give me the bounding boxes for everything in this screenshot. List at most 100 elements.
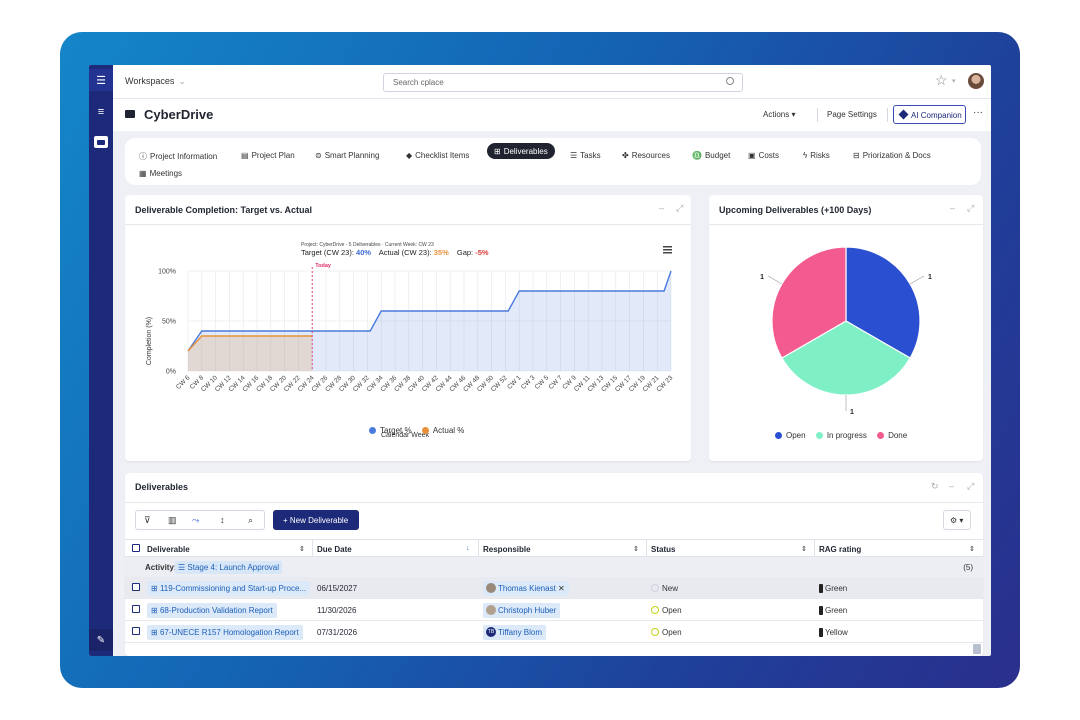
search-placeholder: Search cplace	[393, 78, 444, 87]
deliverable-link[interactable]: ⊞ 68-Production Validation Report	[147, 603, 277, 618]
rag-rating: Green	[819, 584, 847, 593]
sort-ascending-icon[interactable]: ↓	[466, 545, 470, 552]
hamburger-menu-icon[interactable]: ☰	[89, 69, 113, 91]
chart-subtitle: Project: CyberDrive · 5 Deliverables · C…	[301, 242, 434, 248]
user-avatar[interactable]	[968, 73, 984, 89]
workspaces-dropdown[interactable]: Workspaces ⌄	[125, 76, 186, 87]
minimize-icon[interactable]: –	[659, 203, 665, 213]
sort-icon[interactable]: ⇕	[299, 546, 305, 553]
folder-icon[interactable]	[89, 131, 113, 153]
tab-deliverables[interactable]: ⊞ Deliverables	[487, 143, 555, 159]
settings-gear-icon[interactable]: ⚙ ▾	[943, 510, 971, 530]
navigation-icon[interactable]: ≡	[97, 106, 105, 118]
group-row[interactable]: Activity: ☰ Stage 4: Launch Approval (5)	[125, 557, 983, 577]
search-icon[interactable]: ⌕	[248, 515, 254, 525]
tab-budget[interactable]: ♎ Budget	[692, 147, 730, 163]
expand-icon[interactable]: ⤢	[967, 203, 975, 213]
table-row[interactable]: ⊞ 119-Commissioning and Start-up Proce..…	[125, 577, 983, 599]
minimize-icon[interactable]: –	[949, 481, 955, 491]
tab-smart-planning[interactable]: ⊜ Smart Planning	[315, 147, 379, 163]
table-row[interactable]: ⊞ 67-UNECE R157 Homologation Report 07/3…	[125, 621, 983, 643]
more-icon[interactable]: ···	[973, 107, 983, 118]
columns-icon[interactable]: ▥	[168, 515, 177, 525]
divider	[709, 224, 983, 225]
avatar	[486, 583, 496, 593]
actual-area	[188, 336, 313, 371]
row-checkbox[interactable]	[132, 605, 140, 613]
filter-icon[interactable]: ⊽	[144, 515, 151, 525]
chevron-down-icon[interactable]: ▾	[952, 78, 956, 85]
sort-icon[interactable]: ⇕	[969, 546, 975, 553]
tab-meetings[interactable]: ▦ Meetings	[139, 165, 182, 181]
favorite-star-icon[interactable]: ☆	[935, 72, 948, 88]
scrollbar[interactable]	[973, 644, 981, 654]
minimize-icon[interactable]: –	[950, 203, 956, 213]
expand-icon[interactable]: ⤢	[967, 481, 975, 491]
tab-tasks[interactable]: ☰ Tasks	[570, 147, 601, 163]
col-rag-rating[interactable]: RAG rating	[819, 545, 862, 554]
responsible-chip[interactable]: Thomas Kienast ✕	[483, 581, 569, 596]
top-bar: Workspaces ⌄ Search cplace ☆ ▾	[113, 65, 991, 99]
ai-sparkle-icon	[898, 109, 909, 120]
rag-rating: Yellow	[819, 628, 848, 637]
responsible-chip[interactable]: TB Tiffany Blom	[483, 625, 547, 640]
sort-icon[interactable]: ⇕	[633, 546, 639, 553]
sort-icon[interactable]: ⇕	[801, 546, 807, 553]
tab-checklist-items[interactable]: ◆ Checklist Items	[406, 147, 469, 163]
y-tick-label: 0%	[166, 369, 176, 376]
status-label: Open	[662, 606, 682, 615]
wrench-icon[interactable]: ✎	[89, 629, 113, 651]
chart-menu-icon[interactable]	[663, 246, 672, 254]
risks-icon: ϟ	[803, 151, 808, 160]
target-line	[187, 270, 672, 352]
x-tick-label: CW 1	[506, 374, 523, 391]
col-status[interactable]: Status	[651, 545, 676, 554]
new-deliverable-button[interactable]: + New Deliverable	[273, 510, 359, 530]
refresh-icon[interactable]: ↻	[931, 481, 939, 491]
tab-project-plan[interactable]: ▤ Project Plan	[241, 147, 295, 163]
deliverable-name: 119-Commissioning and Start-up Proce...	[159, 584, 307, 593]
caret-down-icon: ▾	[791, 110, 796, 119]
tab-resources[interactable]: ✤ Resources	[622, 147, 670, 163]
sort-icon[interactable]: ↕	[220, 515, 225, 525]
hierarchy-icon[interactable]: ⤳	[192, 515, 200, 525]
page-settings-button[interactable]: Page Settings	[827, 110, 877, 119]
deliverable-link[interactable]: ⊞ 119-Commissioning and Start-up Proce..…	[147, 581, 311, 596]
tab-label: Risks	[810, 151, 830, 160]
group-activity-link[interactable]: ☰ Stage 4: Launch Approval	[175, 561, 283, 574]
legend-in-progress[interactable]: In progress	[826, 431, 867, 440]
row-checkbox[interactable]	[132, 583, 140, 591]
legend-actual[interactable]: Actual %	[432, 426, 465, 435]
remove-icon[interactable]: ✕	[558, 584, 565, 593]
column-divider	[814, 540, 815, 556]
rag-rating: Green	[819, 606, 847, 615]
legend-actual-swatch	[421, 427, 429, 434]
deliverable-link[interactable]: ⊞ 67-UNECE R157 Homologation Report	[147, 625, 303, 640]
tab-risks[interactable]: ϟ Risks	[803, 147, 830, 163]
responsible-chip[interactable]: Christoph Huber	[483, 603, 561, 618]
ai-companion-button[interactable]: AI Companion	[893, 105, 966, 124]
select-all-checkbox[interactable]	[132, 544, 140, 552]
page-title: CyberDrive	[144, 107, 214, 122]
deliverable-name: 67-UNECE R157 Homologation Report	[159, 628, 299, 637]
tab-costs[interactable]: ▣ Costs	[748, 147, 779, 163]
actions-menu[interactable]: Actions ▾	[763, 110, 795, 119]
legend-done[interactable]: Done	[888, 431, 908, 440]
expand-icon[interactable]: ⤢	[676, 203, 684, 213]
actions-label: Actions	[763, 110, 790, 119]
search-icon[interactable]	[726, 77, 734, 85]
divider	[125, 502, 983, 503]
col-due-date[interactable]: Due Date	[317, 545, 352, 554]
legend-open[interactable]: Open	[786, 431, 806, 440]
col-deliverable[interactable]: Deliverable	[147, 545, 190, 554]
tab-label: Costs	[758, 151, 780, 160]
col-responsible[interactable]: Responsible	[483, 545, 531, 554]
legend-target[interactable]: Target %	[380, 426, 412, 435]
tab-priorization-docs[interactable]: ⊟ Priorization & Docs	[853, 147, 931, 163]
search-input[interactable]: Search cplace	[383, 73, 743, 92]
row-checkbox[interactable]	[132, 627, 140, 635]
y-axis-label: Completion (%)	[146, 317, 153, 365]
calendar-icon: ▦	[139, 169, 147, 178]
tab-project-information[interactable]: ⓘ Project Information	[139, 147, 217, 163]
table-row[interactable]: ⊞ 68-Production Validation Report 11/30/…	[125, 599, 983, 621]
